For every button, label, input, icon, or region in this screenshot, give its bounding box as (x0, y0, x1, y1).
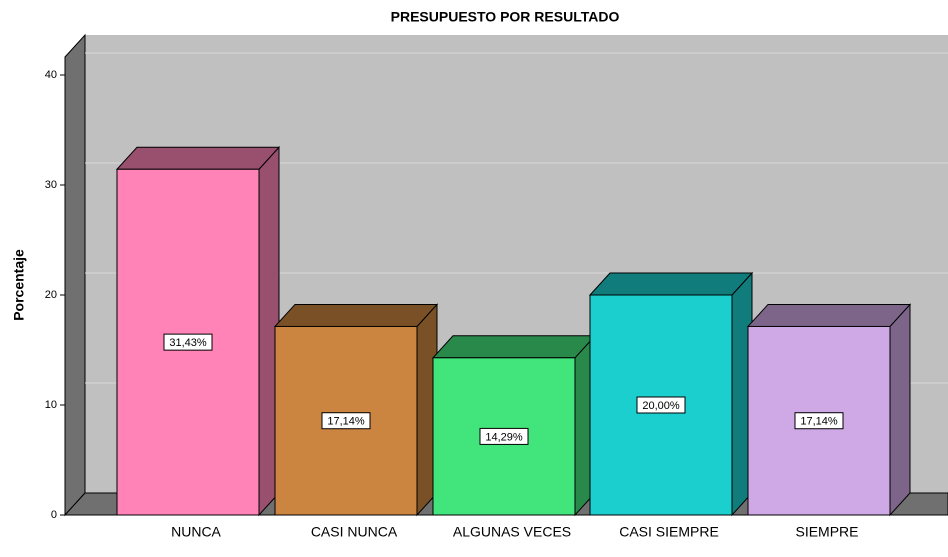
value-label-box (163, 333, 213, 351)
value-label: 17,14% (327, 416, 365, 428)
bar-side (889, 303, 911, 517)
x-tick-label: CASI SIEMPRE (619, 524, 719, 540)
y-tick-label: 0 (51, 509, 57, 521)
value-label: 14,29% (485, 431, 523, 443)
bar-top (115, 146, 281, 170)
bar-top (431, 335, 597, 359)
value-label-box (794, 412, 844, 430)
value-label: 31,43% (169, 337, 207, 349)
value-label: 20,00% (642, 400, 680, 412)
chart-title: PRESUPUESTO POR RESULTADO (391, 9, 620, 25)
value-label: 17,14% (800, 416, 838, 428)
left-wall (64, 33, 86, 517)
y-tick-label: 40 (45, 69, 57, 81)
y-axis-label: Porcentaje (11, 249, 27, 321)
x-tick-label: SIEMPRE (795, 524, 858, 540)
y-tick-label: 10 (45, 399, 57, 411)
x-tick-label: CASI NUNCA (311, 524, 398, 540)
value-label-box (636, 396, 686, 414)
x-tick-label: NUNCA (171, 524, 221, 540)
y-tick-label: 20 (45, 289, 57, 301)
bar-top (588, 272, 754, 296)
y-tick-label: 30 (45, 179, 57, 191)
value-label-box (321, 412, 371, 430)
x-tick-label: ALGUNAS VECES (453, 524, 571, 540)
bar-top (273, 303, 439, 327)
bar-top (746, 303, 912, 327)
value-label-box (479, 427, 529, 445)
